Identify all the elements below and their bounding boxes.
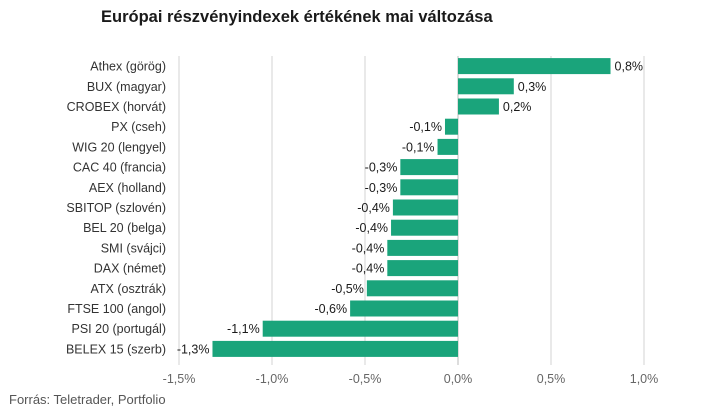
bar — [444, 118, 458, 135]
data-label: -0,6% — [314, 302, 347, 316]
category-label: BELEX 15 (szerb) — [66, 342, 166, 356]
bar — [400, 179, 458, 196]
data-label: -0,3% — [365, 161, 398, 175]
data-label: -0,4% — [355, 221, 388, 235]
x-tick-label: 0,0% — [444, 372, 473, 386]
category-label: PSI 20 (portugál) — [72, 322, 167, 336]
category-label: Athex (görög) — [90, 60, 166, 74]
source-note: Forrás: Teletrader, Portfolio — [9, 392, 166, 407]
category-label: BEL 20 (belga) — [83, 221, 166, 235]
category-label: SBITOP (szlovén) — [66, 201, 166, 215]
data-label: -1,1% — [227, 322, 260, 336]
data-label: -1,3% — [177, 342, 210, 356]
bar-layer — [212, 58, 611, 357]
data-label: -0,1% — [409, 120, 442, 134]
bar — [400, 159, 458, 176]
category-label: FTSE 100 (angol) — [67, 302, 166, 316]
category-label: WIG 20 (lengyel) — [72, 140, 166, 154]
category-label: SMI (svájci) — [101, 241, 166, 255]
category-label: CAC 40 (francia) — [73, 161, 166, 175]
bar — [458, 98, 499, 115]
x-tick-label: -0,5% — [349, 372, 382, 386]
bar — [392, 199, 458, 216]
label-layer: -1,5% -1,0% -0,5% 0,0% 0,5% 1,0% Athex (görög)… — [66, 60, 658, 386]
bar — [458, 58, 611, 75]
bar — [350, 300, 458, 317]
bar — [437, 138, 458, 155]
data-label: 0,2% — [503, 100, 532, 114]
bar — [262, 320, 458, 337]
category-label: CROBEX (horvát) — [67, 100, 166, 114]
x-tick-label: 1,0% — [630, 372, 659, 386]
bar — [391, 219, 458, 236]
data-label: -0,4% — [352, 241, 385, 255]
bar — [458, 78, 514, 95]
bar — [387, 260, 458, 277]
data-label: -0,4% — [357, 201, 390, 215]
x-tick-label: 0,5% — [537, 372, 566, 386]
data-label: 0,8% — [615, 60, 644, 74]
x-tick-label: -1,5% — [163, 372, 196, 386]
data-label: -0,1% — [402, 140, 435, 154]
category-label: BUX (magyar) — [87, 80, 166, 94]
category-label: DAX (német) — [94, 262, 166, 276]
data-label: -0,3% — [365, 181, 398, 195]
data-label: -0,5% — [331, 282, 364, 296]
data-label: -0,4% — [352, 262, 385, 276]
bar — [387, 239, 458, 256]
bar — [212, 340, 458, 357]
chart-title: Európai részvényindexek értékének mai vá… — [101, 8, 493, 26]
x-tick-label: -1,0% — [256, 372, 289, 386]
category-label: AEX (holland) — [89, 181, 166, 195]
bar — [366, 280, 458, 297]
category-label: ATX (osztrák) — [91, 282, 166, 296]
data-label: 0,3% — [518, 80, 547, 94]
category-label: PX (cseh) — [111, 120, 166, 134]
